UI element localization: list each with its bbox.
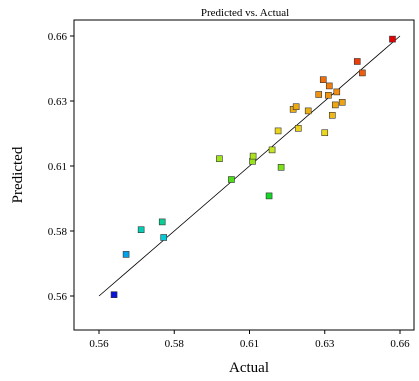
data-point [315,91,323,98]
data-point [333,88,341,96]
reference-line [98,35,401,297]
data-point [319,76,327,83]
data-point [216,155,223,163]
x-axis-label: Actual [229,360,269,376]
plot-area-frame [73,19,415,331]
data-point [268,146,276,154]
data-point [328,112,336,119]
data-point [249,152,257,160]
data-point [292,103,300,111]
x-tick-label: 0.56 [89,338,109,350]
y-tick-label: 0.63 [48,96,68,108]
axis-ticks: 0.56 0.58 0.61 0.63 0.66 0.56 0.58 0.61 0.63 0.66 [48,31,410,350]
data-point [331,101,339,109]
y-tick-label: 0.56 [48,291,68,303]
data-point [338,99,346,106]
data-point [359,69,366,77]
data-point [353,58,361,65]
y-tick-label: 0.61 [48,161,67,173]
data-point [321,129,329,137]
data-point [325,82,333,90]
data-point [158,218,166,226]
data-point [110,291,118,299]
data-point [304,107,312,115]
y-tick-label: 0.58 [48,226,68,238]
x-tick-label: 0.58 [165,338,185,350]
data-point [294,125,302,132]
data-point [137,226,145,233]
x-tick-label: 0.63 [315,338,335,350]
data-point [325,91,332,99]
data-points [110,35,396,299]
data-point [160,234,168,241]
y-axis-label: Predicted [10,146,26,203]
chart-title: Predicted vs. Actual [201,7,289,19]
data-point [389,35,396,43]
data-point [277,164,285,171]
x-tick-label: 0.61 [240,338,259,350]
x-tick-label: 0.66 [390,338,410,350]
y-tick-label: 0.66 [48,31,68,43]
data-point [122,251,130,258]
data-point [228,176,235,183]
data-point [274,127,282,135]
data-point [265,192,273,200]
